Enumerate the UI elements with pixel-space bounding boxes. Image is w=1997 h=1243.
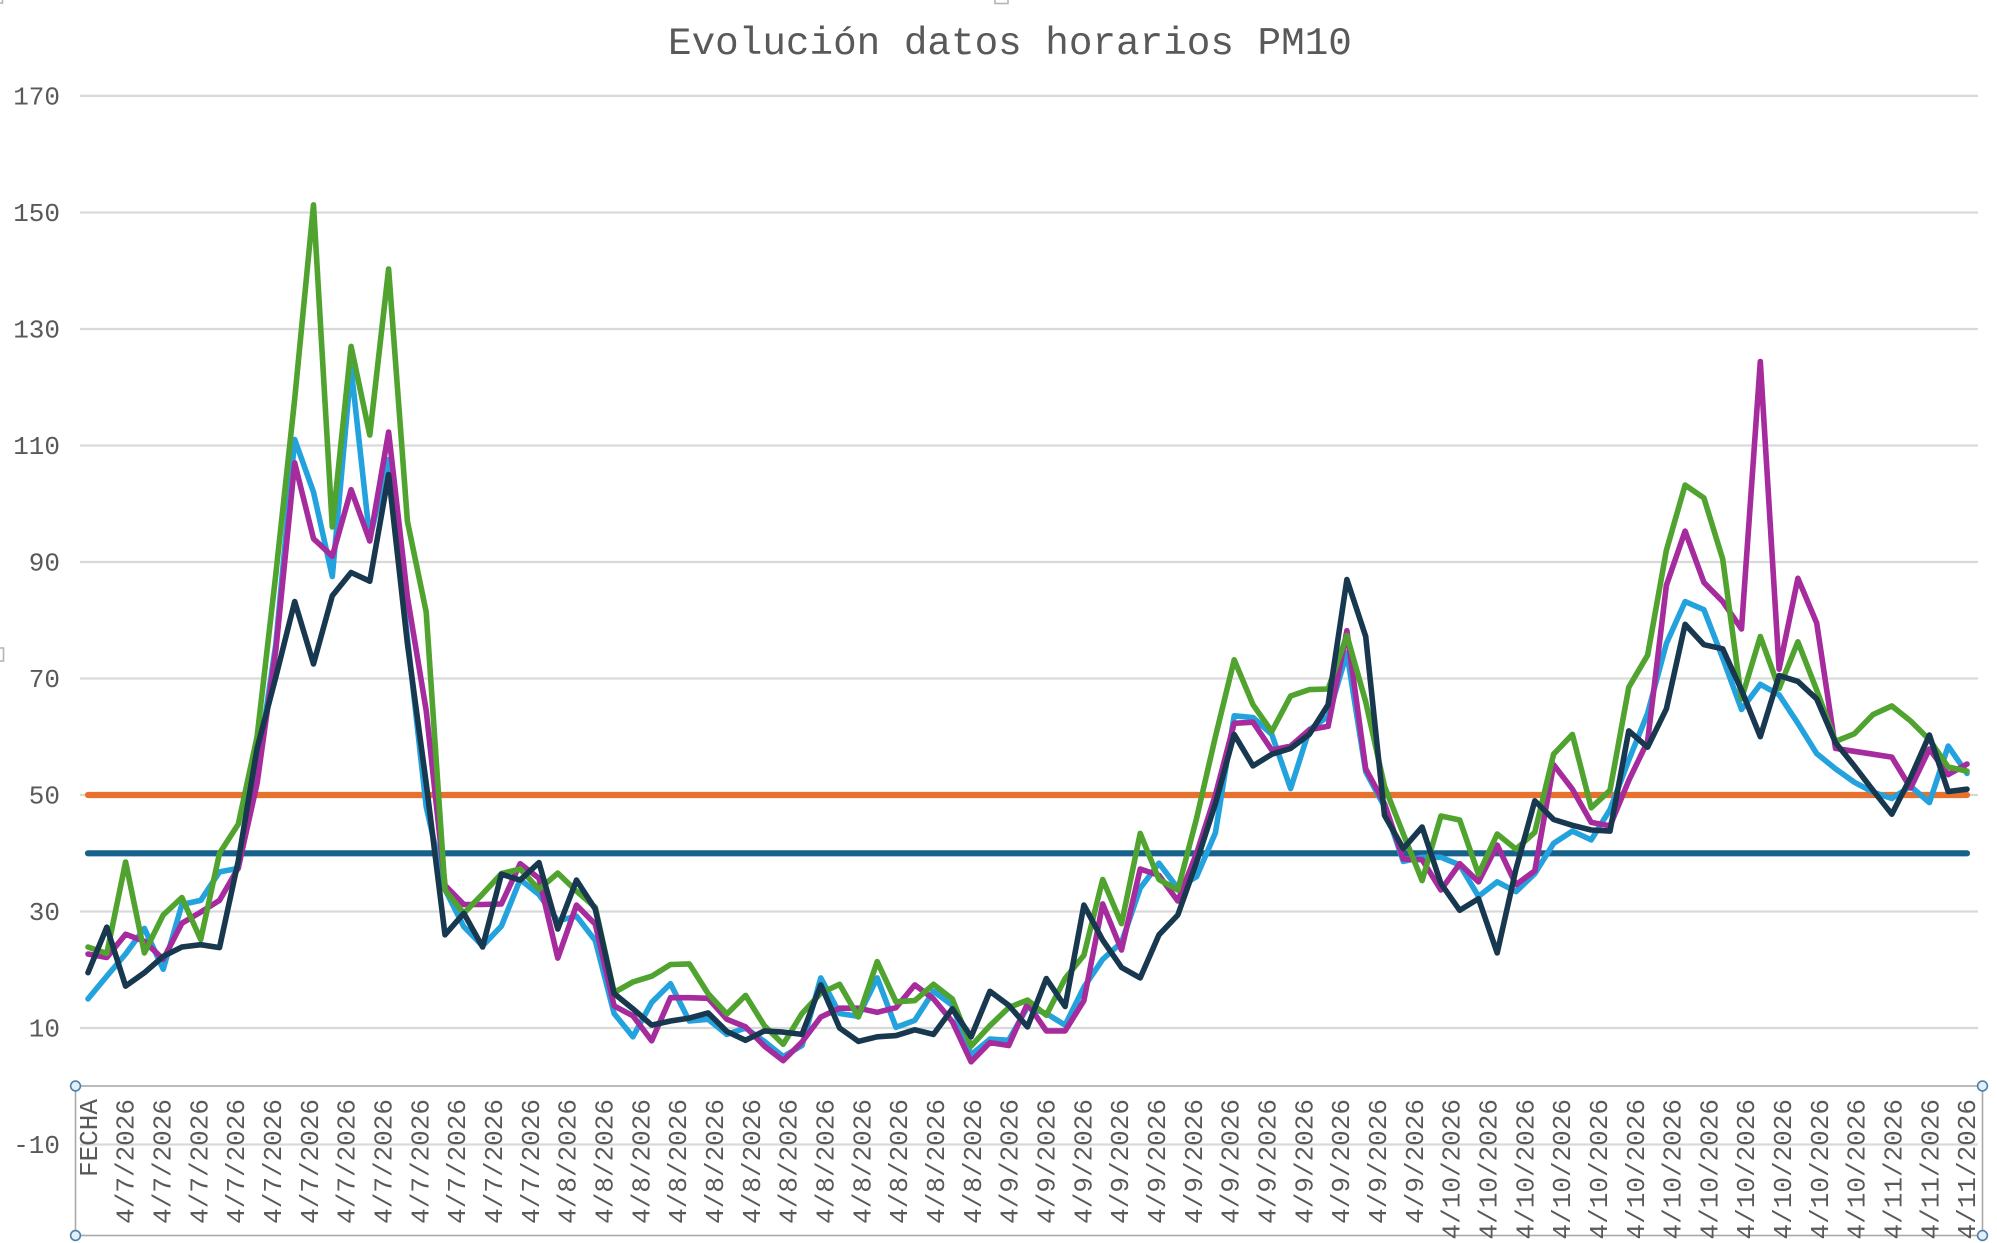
svg-text:4/8/2026: 4/8/2026: [775, 1099, 805, 1224]
svg-text:4/7/2026: 4/7/2026: [406, 1099, 436, 1224]
svg-text:4/11/2026: 4/11/2026: [1880, 1099, 1910, 1239]
svg-text:4/10/2026: 4/10/2026: [1695, 1099, 1725, 1239]
svg-text:4/7/2026: 4/7/2026: [185, 1099, 215, 1224]
svg-text:4/7/2026: 4/7/2026: [370, 1099, 400, 1224]
svg-text:4/7/2026: 4/7/2026: [259, 1099, 289, 1224]
svg-text:Evolución datos horarios PM10: Evolución datos horarios PM10: [668, 21, 1352, 66]
svg-text:4/9/2026: 4/9/2026: [996, 1099, 1026, 1224]
svg-text:4/9/2026: 4/9/2026: [1327, 1099, 1357, 1224]
svg-text:170: 170: [13, 83, 60, 113]
svg-text:4/9/2026: 4/9/2026: [1180, 1099, 1210, 1224]
svg-text:4/8/2026: 4/8/2026: [591, 1099, 621, 1224]
svg-text:90: 90: [29, 549, 60, 579]
svg-text:4/7/2026: 4/7/2026: [480, 1099, 510, 1224]
svg-text:30: 30: [29, 898, 60, 928]
svg-text:4/8/2026: 4/8/2026: [738, 1099, 768, 1224]
svg-text:FECHA: FECHA: [75, 1099, 105, 1177]
svg-text:4/8/2026: 4/8/2026: [848, 1099, 878, 1224]
svg-text:4/8/2026: 4/8/2026: [627, 1099, 657, 1224]
svg-text:4/9/2026: 4/9/2026: [1033, 1099, 1063, 1224]
svg-text:4/8/2026: 4/8/2026: [812, 1099, 842, 1224]
svg-text:50: 50: [29, 782, 60, 812]
svg-text:4/10/2026: 4/10/2026: [1474, 1099, 1504, 1239]
svg-text:4/10/2026: 4/10/2026: [1622, 1099, 1652, 1239]
svg-text:4/8/2026: 4/8/2026: [701, 1099, 731, 1224]
svg-text:4/9/2026: 4/9/2026: [1217, 1099, 1247, 1224]
svg-text:110: 110: [13, 432, 60, 462]
svg-text:4/10/2026: 4/10/2026: [1769, 1099, 1799, 1239]
svg-text:4/7/2026: 4/7/2026: [517, 1099, 547, 1224]
svg-text:4/10/2026: 4/10/2026: [1548, 1099, 1578, 1239]
svg-text:4/10/2026: 4/10/2026: [1511, 1099, 1541, 1239]
svg-text:150: 150: [13, 199, 60, 229]
svg-text:4/8/2026: 4/8/2026: [885, 1099, 915, 1224]
svg-text:4/9/2026: 4/9/2026: [1106, 1099, 1136, 1224]
svg-text:4/10/2026: 4/10/2026: [1806, 1099, 1836, 1239]
svg-text:10: 10: [29, 1015, 60, 1045]
svg-text:4/8/2026: 4/8/2026: [664, 1099, 694, 1224]
svg-text:4/9/2026: 4/9/2026: [1069, 1099, 1099, 1224]
svg-text:4/10/2026: 4/10/2026: [1843, 1099, 1873, 1239]
svg-text:4/10/2026: 4/10/2026: [1659, 1099, 1689, 1239]
svg-text:70: 70: [29, 665, 60, 695]
svg-text:4/8/2026: 4/8/2026: [922, 1099, 952, 1224]
svg-text:4/10/2026: 4/10/2026: [1438, 1099, 1468, 1239]
svg-text:4/9/2026: 4/9/2026: [1290, 1099, 1320, 1224]
svg-text:4/7/2026: 4/7/2026: [149, 1099, 179, 1224]
svg-text:4/7/2026: 4/7/2026: [112, 1099, 142, 1224]
svg-text:4/8/2026: 4/8/2026: [959, 1099, 989, 1224]
svg-text:130: 130: [13, 316, 60, 346]
svg-text:4/11/2026: 4/11/2026: [1916, 1099, 1946, 1239]
svg-text:4/8/2026: 4/8/2026: [554, 1099, 584, 1224]
svg-text:4/9/2026: 4/9/2026: [1254, 1099, 1284, 1224]
svg-text:4/7/2026: 4/7/2026: [333, 1099, 363, 1224]
svg-text:4/9/2026: 4/9/2026: [1401, 1099, 1431, 1224]
svg-text:-10: -10: [13, 1131, 60, 1161]
svg-text:4/7/2026: 4/7/2026: [222, 1099, 252, 1224]
svg-text:4/10/2026: 4/10/2026: [1732, 1099, 1762, 1239]
svg-text:4/7/2026: 4/7/2026: [443, 1099, 473, 1224]
svg-text:4/9/2026: 4/9/2026: [1364, 1099, 1394, 1224]
svg-text:4/9/2026: 4/9/2026: [1143, 1099, 1173, 1224]
svg-text:4/11/2026: 4/11/2026: [1953, 1099, 1983, 1239]
svg-text:4/10/2026: 4/10/2026: [1585, 1099, 1615, 1239]
svg-text:4/7/2026: 4/7/2026: [296, 1099, 326, 1224]
